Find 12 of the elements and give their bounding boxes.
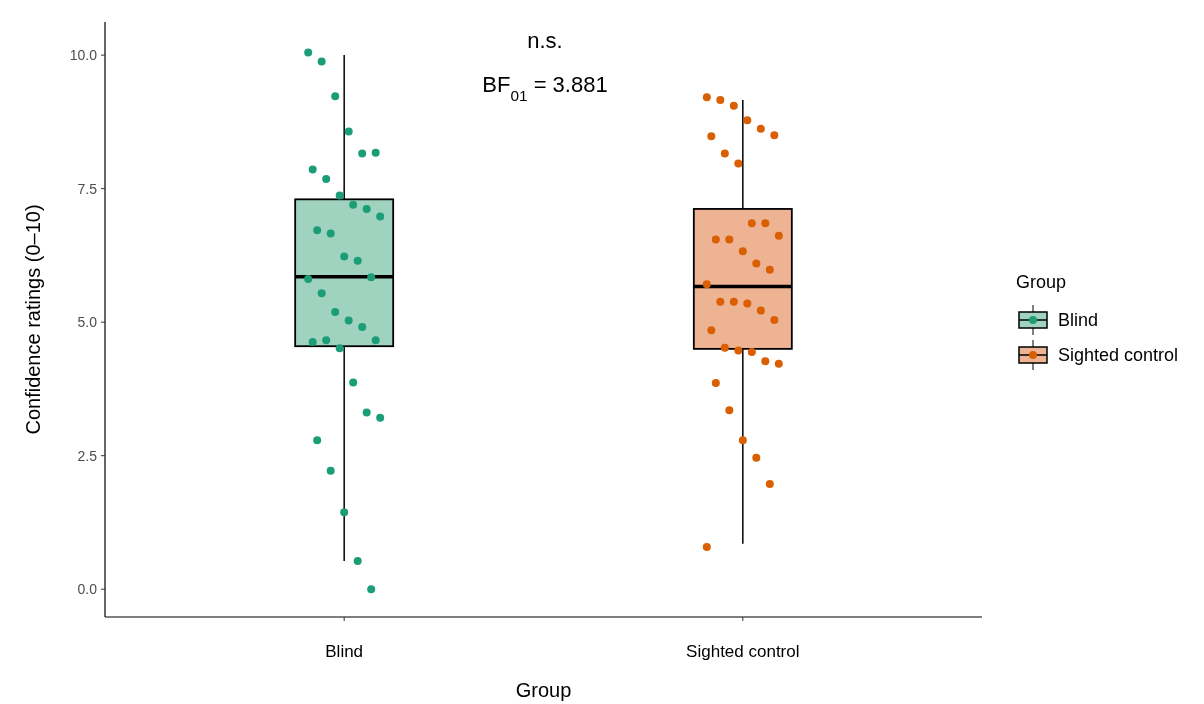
y-tick-label: 2.5 bbox=[77, 447, 98, 464]
legend-label: Blind bbox=[1058, 310, 1099, 331]
y-tick-label: 7.5 bbox=[77, 180, 98, 197]
y-tick-label: 10.0 bbox=[69, 47, 98, 64]
annotation: BF$_{01}$ = 3.881 bbox=[482, 72, 608, 104]
y-axis-title: Confidence ratings (0–10) bbox=[22, 204, 44, 435]
x-axis-title: Group bbox=[515, 679, 572, 701]
legend-label: Sighted control bbox=[1058, 345, 1179, 366]
legend-title: Group bbox=[1016, 272, 1067, 292]
y-tick-label: 5.0 bbox=[77, 314, 98, 331]
annotation: n.s. bbox=[527, 28, 563, 53]
y-tick-label: 0.0 bbox=[77, 581, 98, 598]
